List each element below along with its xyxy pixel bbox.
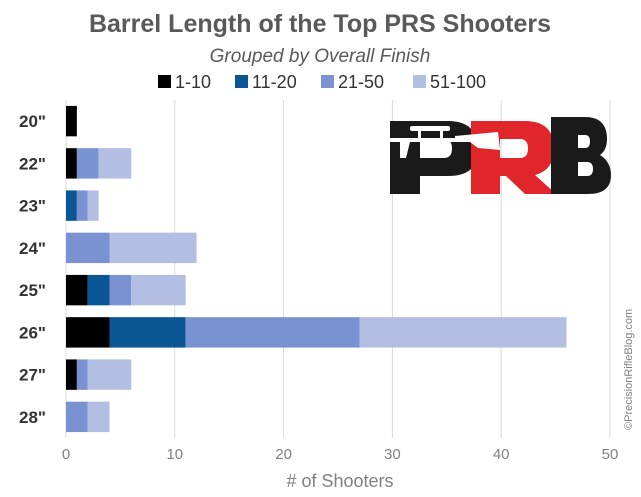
category-label: 25" bbox=[19, 281, 46, 300]
category-label: 24" bbox=[19, 239, 46, 258]
bar-segment bbox=[76, 148, 99, 179]
bar-segment bbox=[76, 190, 88, 221]
legend-swatch bbox=[321, 75, 334, 88]
bar-segment bbox=[185, 317, 360, 348]
legend: 1-10 11-20 21-50 51-100 bbox=[158, 72, 486, 92]
legend-label: 1-10 bbox=[175, 72, 211, 92]
x-tick-label: 20 bbox=[275, 446, 292, 463]
category-label: 26" bbox=[19, 323, 46, 342]
x-tick-label: 0 bbox=[62, 446, 70, 463]
category-label: 22" bbox=[19, 154, 46, 173]
bar-segment bbox=[87, 401, 110, 433]
x-axis-title: # of Shooters bbox=[286, 471, 393, 491]
bar-segment bbox=[359, 317, 567, 348]
logo-letter-r bbox=[471, 121, 556, 194]
bar-segment bbox=[66, 190, 77, 221]
category-label: 23" bbox=[19, 197, 46, 216]
prb-logo bbox=[388, 117, 611, 194]
x-tick-label: 30 bbox=[384, 446, 401, 463]
bar-segment bbox=[66, 274, 88, 306]
bar-segment bbox=[66, 317, 110, 348]
bar-segment bbox=[87, 190, 99, 221]
chart-title: Barrel Length of the Top PRS Shooters bbox=[89, 10, 551, 38]
category-label: 20" bbox=[19, 112, 46, 131]
bar-segment bbox=[109, 317, 186, 348]
legend-swatch bbox=[413, 75, 426, 88]
x-tick-labels: 0 10 20 30 40 50 bbox=[62, 446, 619, 463]
legend-swatch bbox=[158, 75, 171, 88]
legend-label: 11-20 bbox=[252, 72, 297, 92]
bar-segment bbox=[66, 148, 77, 179]
bar-segment bbox=[98, 148, 132, 179]
bar-segment bbox=[87, 274, 110, 306]
legend-label: 21-50 bbox=[338, 72, 384, 92]
logo-letter-b bbox=[551, 117, 611, 194]
bar-segment bbox=[131, 274, 186, 306]
category-label: 28" bbox=[19, 408, 46, 427]
bar-segment bbox=[87, 359, 132, 390]
bar-segment bbox=[109, 274, 132, 306]
bar-segment bbox=[66, 359, 77, 390]
category-label: 27" bbox=[19, 366, 46, 385]
chart-subtitle: Grouped by Overall Finish bbox=[210, 46, 431, 67]
x-tick-label: 40 bbox=[493, 446, 510, 463]
x-tick-label: 10 bbox=[166, 446, 183, 463]
watermark-text: ©PrecisionRifleBlog.com bbox=[623, 309, 635, 430]
bar-segment bbox=[66, 232, 110, 264]
bars bbox=[66, 105, 567, 433]
legend-label: 51-100 bbox=[430, 72, 486, 92]
legend-swatch bbox=[235, 75, 248, 88]
x-tick-label: 50 bbox=[602, 446, 619, 463]
category-labels: 20" 22" 23" 24" 25" 26" 27" 28" bbox=[19, 112, 46, 427]
bar-segment bbox=[66, 401, 88, 433]
bar-segment bbox=[109, 232, 197, 264]
bar-segment bbox=[66, 105, 77, 137]
bar-segment bbox=[76, 359, 88, 390]
rifle-icon bbox=[388, 126, 500, 158]
